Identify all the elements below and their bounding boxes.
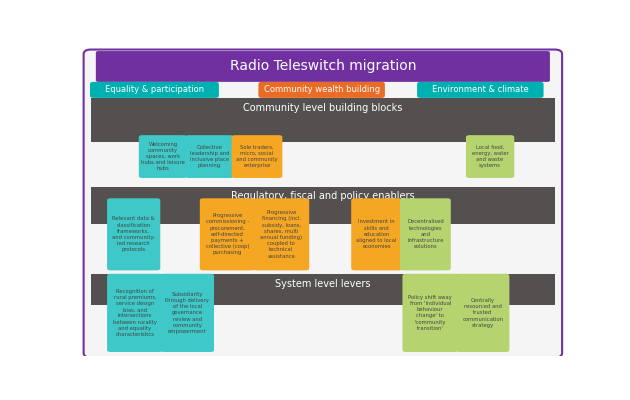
FancyBboxPatch shape	[185, 135, 234, 178]
Text: Community level building blocks: Community level building blocks	[243, 103, 403, 113]
Text: Recognition of
rural premiums,
service design
bias, and
intersections
between ru: Recognition of rural premiums, service d…	[113, 289, 157, 337]
FancyBboxPatch shape	[200, 198, 256, 270]
FancyBboxPatch shape	[258, 82, 385, 98]
Text: Relevant data &
classification
frameworks,
and community-
led research
protocols: Relevant data & classification framework…	[112, 216, 156, 252]
FancyBboxPatch shape	[84, 50, 562, 358]
FancyBboxPatch shape	[351, 198, 402, 270]
Bar	[91, 305, 555, 353]
FancyBboxPatch shape	[466, 135, 514, 178]
Text: Subsidiarity
through delivery
of the local
governance
review and
community
empow: Subsidiarity through delivery of the loc…	[166, 292, 209, 334]
Text: Investment in
skills and
education
aligned to local
economies: Investment in skills and education align…	[357, 220, 397, 249]
Text: Equality & participation: Equality & participation	[105, 85, 204, 94]
Text: Policy shift away
from 'individual
behaviour
change' to
'community
transition': Policy shift away from 'individual behav…	[408, 295, 452, 331]
Text: Progressive
financing (incl.
subsidy, loans,
shares, multi
annual funding)
coupl: Progressive financing (incl. subsidy, lo…	[260, 210, 302, 258]
Text: Centrally
resourced and
trusted
communication
strategy: Centrally resourced and trusted communic…	[462, 298, 503, 328]
Text: Local food,
energy, water
and waste
systems: Local food, energy, water and waste syst…	[472, 145, 508, 168]
FancyBboxPatch shape	[417, 82, 544, 98]
FancyBboxPatch shape	[96, 51, 550, 82]
Text: Environment & climate: Environment & climate	[432, 85, 529, 94]
FancyBboxPatch shape	[253, 198, 309, 270]
Text: Regulatory, fiscal and policy enablers: Regulatory, fiscal and policy enablers	[231, 191, 415, 201]
Bar	[91, 224, 555, 273]
Text: Progressive
commissioning -
procurement,
self-directed
payments +
collective (co: Progressive commissioning - procurement,…	[206, 213, 249, 256]
Bar	[91, 98, 555, 142]
Text: Community wealth building: Community wealth building	[263, 85, 380, 94]
FancyBboxPatch shape	[107, 274, 163, 352]
Text: Radio Teleswitch migration: Radio Teleswitch migration	[229, 60, 416, 74]
FancyBboxPatch shape	[456, 274, 510, 352]
FancyBboxPatch shape	[232, 135, 282, 178]
FancyBboxPatch shape	[90, 82, 219, 98]
Bar	[91, 274, 555, 305]
Text: Sole traders,
micro, social
and community
enterprise: Sole traders, micro, social and communit…	[236, 145, 278, 168]
Text: Collective
leadership and
inclusive place
planning: Collective leadership and inclusive plac…	[190, 145, 229, 168]
Text: Welcoming
community
spaces, work
hubs and leisure
hubs: Welcoming community spaces, work hubs an…	[141, 142, 185, 172]
Bar	[91, 142, 555, 184]
FancyBboxPatch shape	[139, 135, 187, 178]
Bar	[91, 186, 555, 224]
FancyBboxPatch shape	[403, 274, 458, 352]
FancyBboxPatch shape	[400, 198, 451, 270]
FancyBboxPatch shape	[161, 274, 214, 352]
Text: System level levers: System level levers	[275, 279, 370, 289]
Text: Decentralised
technologies
and
infrastructure
solutions: Decentralised technologies and infrastru…	[407, 220, 444, 249]
FancyBboxPatch shape	[107, 198, 160, 270]
